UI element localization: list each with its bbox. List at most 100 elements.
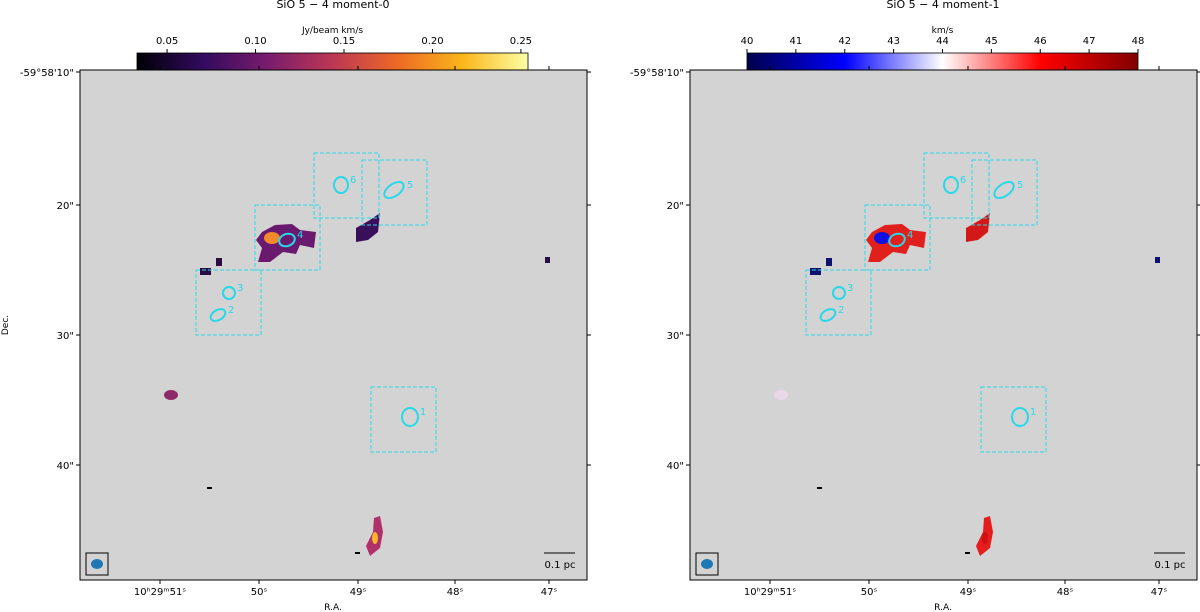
y-tick-label: -59°58'10" <box>630 68 684 79</box>
emission <box>200 268 211 275</box>
x-tick-label: 48ˢ <box>447 587 464 598</box>
colorbar-tick-label: 47 <box>1083 36 1096 47</box>
colorbar-tick-label: 44 <box>936 36 949 47</box>
y-tick-label: -59°58'10" <box>20 68 74 79</box>
scalebar-label: 0.1 pc <box>545 560 576 571</box>
y-tick-label: 30" <box>667 331 684 342</box>
x-tick-label: 50ˢ <box>251 587 268 598</box>
scalebar-label: 0.1 pc <box>1155 560 1186 571</box>
colorbar <box>136 52 529 73</box>
region-box <box>361 159 428 226</box>
region-label: 1 <box>420 407 426 418</box>
region-ellipse <box>222 286 236 300</box>
beam <box>91 559 103 569</box>
axes-frame <box>689 69 1198 581</box>
x-axis-label: R.A. <box>324 603 342 612</box>
region-label: 2 <box>228 305 234 316</box>
colorbar-tick-label: 41 <box>790 36 803 47</box>
colorbar-tick-label: 46 <box>1034 36 1047 47</box>
y-tick-label: 20" <box>667 201 684 212</box>
colorbar-tick-label: 48 <box>1132 36 1145 47</box>
beam-box <box>695 552 719 576</box>
panel: SiO 5 − 4 moment-1km/s40 41 42 43 44 45 46 47 48… <box>630 0 1200 612</box>
region-label: 1 <box>1030 407 1036 418</box>
panel-title: SiO 5 − 4 moment-0 <box>276 0 389 11</box>
emission <box>826 258 832 266</box>
colorbar-tick-label: 40 <box>741 36 754 47</box>
colorbar-tick-label: 0.20 <box>421 36 443 47</box>
region-box <box>805 269 872 336</box>
emission <box>264 232 280 244</box>
x-tick-label: 49ˢ <box>350 587 367 598</box>
colorbar-label: Jy/beam km/s <box>301 26 363 36</box>
region-ellipse <box>888 232 906 248</box>
region-label: 6 <box>350 175 356 186</box>
region-ellipse <box>993 181 1015 199</box>
region-box <box>864 204 931 271</box>
y-tick-label: 30" <box>57 331 74 342</box>
region-label: 2 <box>838 305 844 316</box>
region-box <box>254 204 321 271</box>
region-ellipse <box>209 308 227 322</box>
colorbar-label: km/s <box>932 26 954 36</box>
colorbar-tick-label: 0.15 <box>333 36 355 47</box>
emission <box>774 390 788 400</box>
y-tick-label: 20" <box>57 201 74 212</box>
x-axis-label: R.A. <box>934 603 952 612</box>
region-label: 6 <box>960 175 966 186</box>
panel-title: SiO 5 − 4 moment-1 <box>886 0 999 11</box>
colorbar-tick-label: 0.25 <box>510 36 532 47</box>
y-axis-label: Dec. <box>1 315 11 335</box>
region-box <box>370 386 437 453</box>
region-ellipse <box>333 176 349 194</box>
region-ellipse <box>832 286 846 300</box>
colorbar-tick-label: 0.10 <box>244 36 266 47</box>
beam-box <box>85 552 109 576</box>
colorbar-tick-label: 0.05 <box>156 36 178 47</box>
x-tick-label: 10ʰ29ᵐ51ˢ <box>744 587 796 598</box>
colorbar-tick-label: 45 <box>985 36 998 47</box>
region-label: 3 <box>847 283 853 294</box>
x-tick-label: 47ˢ <box>541 587 558 598</box>
x-tick-label: 48ˢ <box>1057 587 1074 598</box>
x-tick-label: 47ˢ <box>1151 587 1168 598</box>
emission <box>966 213 990 242</box>
emission <box>817 487 822 489</box>
region-label: 3 <box>237 283 243 294</box>
x-tick-label: 50ˢ <box>861 587 878 598</box>
image-background <box>80 70 587 580</box>
region-ellipse <box>819 308 837 322</box>
region-ellipse <box>943 176 959 194</box>
colorbar-tick-label: 42 <box>838 36 851 47</box>
emission <box>355 552 360 554</box>
emission <box>810 268 821 275</box>
beam <box>701 559 713 569</box>
panel: SiO 5 − 4 moment-0 Jy/beam km/s 0.05 0.10 0.… <box>1 0 591 612</box>
emission <box>1155 257 1160 263</box>
image-background <box>690 70 1197 580</box>
region-box <box>971 159 1038 226</box>
emission <box>965 552 970 554</box>
emission <box>164 390 178 400</box>
region-box <box>923 152 990 219</box>
axes-frame <box>79 69 588 581</box>
region-label: 4 <box>907 230 913 241</box>
x-tick-label: 49ˢ <box>960 587 977 598</box>
emission <box>982 532 988 544</box>
emission <box>874 232 890 244</box>
y-tick-label: 40" <box>57 461 74 472</box>
emission <box>372 532 378 544</box>
x-tick-label: 10ʰ29ᵐ51ˢ <box>134 587 186 598</box>
y-tick-label: 40" <box>667 461 684 472</box>
region-ellipse <box>1011 407 1029 427</box>
region-label: 5 <box>407 180 413 191</box>
colorbar <box>746 52 1139 73</box>
emission <box>545 257 550 263</box>
emission <box>356 213 380 242</box>
region-label: 5 <box>1017 180 1023 191</box>
emission <box>216 258 222 266</box>
region-ellipse <box>383 181 405 199</box>
region-box <box>313 152 380 219</box>
colorbar-tick-label: 43 <box>887 36 900 47</box>
